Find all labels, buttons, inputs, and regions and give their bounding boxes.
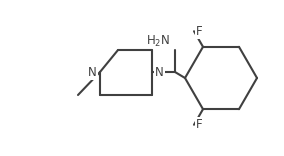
- Text: H$_2$N: H$_2$N: [146, 34, 170, 49]
- Text: N: N: [88, 66, 97, 78]
- Text: F: F: [196, 25, 202, 38]
- Text: N: N: [155, 66, 164, 78]
- Text: F: F: [196, 118, 202, 131]
